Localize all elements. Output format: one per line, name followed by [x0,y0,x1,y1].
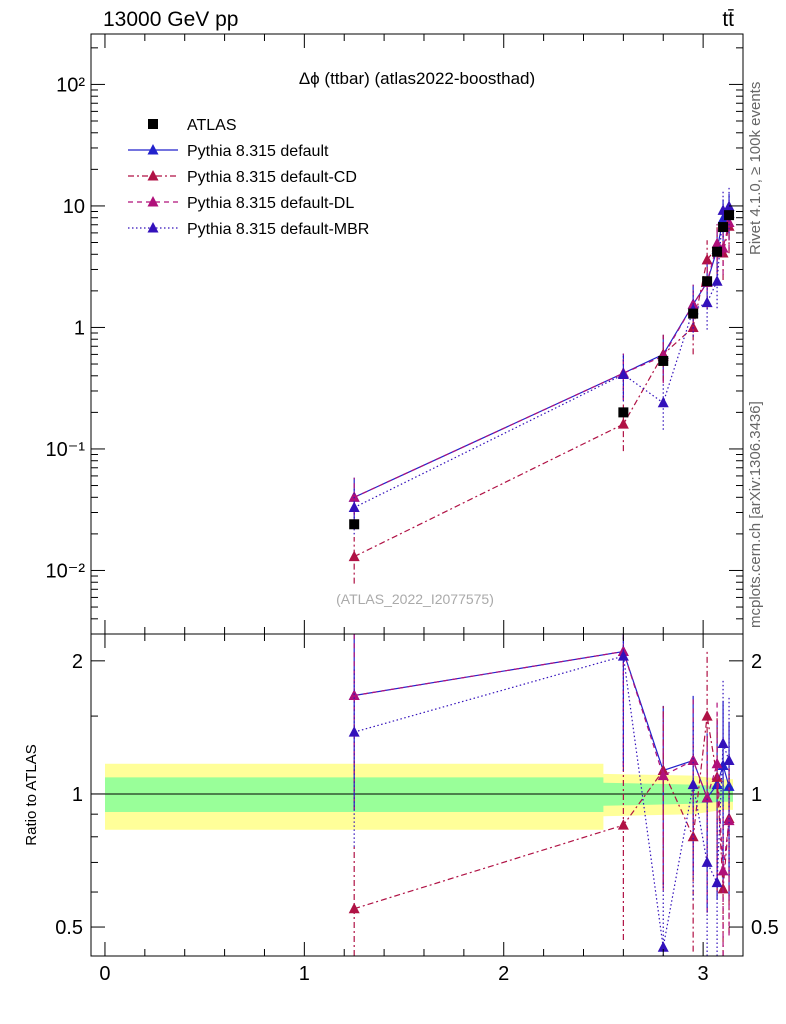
ratio-marker [617,650,629,661]
main-series-marker [717,213,729,224]
ratio-marker [687,754,699,766]
x-tick-label: 0 [99,963,110,985]
ratio-y-tick-label: 0.5 [55,917,83,939]
ratio-marker [711,876,723,888]
main-y-tick-label: 10² [56,74,85,96]
ratio-y-label: Ratio to ATLAS [23,744,40,845]
main-series-marker [711,237,723,249]
ratio-marker [687,778,699,790]
ratio-plot: 0.5 0.5 1 1 2 2 0 1 2 3 Ratio to ATLAS [23,633,779,985]
legend-label: Pythia 8.315 default-CD [187,169,357,186]
legend-marker-triangle [147,144,159,155]
main-y-tick-label: 1 [74,317,85,339]
main-series-marker [617,418,629,429]
ratio-y-tick-label-right: 1 [751,784,762,806]
x-tick-label: 1 [299,963,310,985]
main-series-marker [701,253,713,265]
main-series-marker [711,275,723,286]
legend-label: Pythia 8.315 default [187,143,329,160]
energy-label: 13000 GeV pp [103,8,238,31]
ratio-marker [723,754,735,766]
main-series-marker [701,296,713,308]
atlas-data-point [718,222,729,233]
atlas-data-point [724,210,735,221]
analysis-watermark: (ATLAS_2022_I2077575) [336,591,494,607]
legend-entry: Pythia 8.315 default-CD [128,169,357,186]
main-y-axis: 10⁻² 10⁻¹ 1 10 10² [46,34,743,635]
ratio-marker [657,941,669,952]
plot-title: Δϕ (ttbar) (atlas2022-boosthad) [299,69,535,88]
ratio-marker [711,757,723,769]
atlas-data-point [658,355,669,366]
legend-marker-triangle [147,222,159,233]
main-series-marker [657,396,669,408]
legend-marker-triangle [147,196,159,207]
main-y-tick-label: 10⁻² [46,560,86,582]
ratio-marker [717,864,729,876]
ratio-marker [617,819,629,830]
main-series-pythia-8-315-default-dl [348,202,735,525]
legend-entry: ATLAS [148,117,237,134]
legend-entry: Pythia 8.315 default-MBR [128,221,369,238]
ratio-marker [348,902,360,914]
main-series-pythia-8-315-default-cd [348,206,735,584]
ratio-marker [701,856,713,867]
legend-marker-square [148,119,158,129]
ratio-y-tick-label-right: 2 [751,651,762,673]
main-series-line [353,205,730,509]
rivet-version-label: Rivet 4.1.0, ≥ 100k events [747,82,764,255]
main-series-layer [348,186,735,584]
ratio-marker [701,791,713,803]
main-series-marker [348,501,360,512]
legend-marker-triangle [147,170,159,181]
main-series-marker [617,368,629,379]
ratio-plot-frame [90,633,744,957]
atlas-data-point [712,246,723,257]
main-series-marker [348,491,360,502]
atlas-data-point [618,407,629,418]
uncertainty-band-stat [105,777,733,812]
x-tick-label: 2 [498,963,509,985]
ratio-y-tick-label-right: 0.5 [751,917,779,939]
legend: ATLAS Pythia 8.315 default Pythia 8.315 de… [128,117,369,238]
main-series-pythia-8-315-default [348,193,735,525]
ratio-series-pythia-8-315-default-mbr [348,634,735,956]
ratio-y-axis: 0.5 0.5 1 1 2 2 [55,651,779,939]
process-label: tt̄ [722,8,734,31]
main-series-line [353,212,730,498]
ratio-marker [717,737,729,749]
mcplots-source-label: mcplots.cern.ch [arXiv:1306.3436] [747,401,764,628]
legend-entry: Pythia 8.315 default-DL [128,195,354,212]
main-series-line [353,222,730,498]
uncertainty-bands [105,763,733,830]
main-series-pythia-8-315-default-mbr [348,186,735,535]
x-axis: 0 1 2 3 [99,634,709,985]
atlas-data-point [688,308,699,319]
ratio-y-tick-label: 1 [72,784,83,806]
main-plot: 10⁻² 10⁻¹ 1 10 10² Δϕ (ttbar) (atlas2022-boo… [46,33,744,635]
legend-label: ATLAS [187,117,237,134]
ratio-line [354,655,730,948]
legend-entry: Pythia 8.315 default [128,143,329,160]
ratio-line [354,650,730,871]
legend-label: Pythia 8.315 default-DL [187,195,354,212]
ratio-marker [348,726,360,737]
atlas-data-point [349,519,360,530]
ratio-series-layer [348,634,735,956]
main-series-marker [348,550,360,562]
ratio-y-tick-label: 2 [72,651,83,673]
main-y-tick-label: 10 [63,196,85,218]
atlas-data-points [349,210,735,530]
main-y-tick-label: 10⁻¹ [46,439,86,461]
legend-label: Pythia 8.315 default-MBR [187,221,369,238]
x-tick-label: 3 [698,963,709,985]
ratio-marker [723,780,735,791]
ratio-marker [723,814,735,826]
ratio-marker [701,710,713,721]
atlas-data-point [702,276,713,287]
ratio-marker [657,769,669,781]
main-series-line [353,226,730,558]
